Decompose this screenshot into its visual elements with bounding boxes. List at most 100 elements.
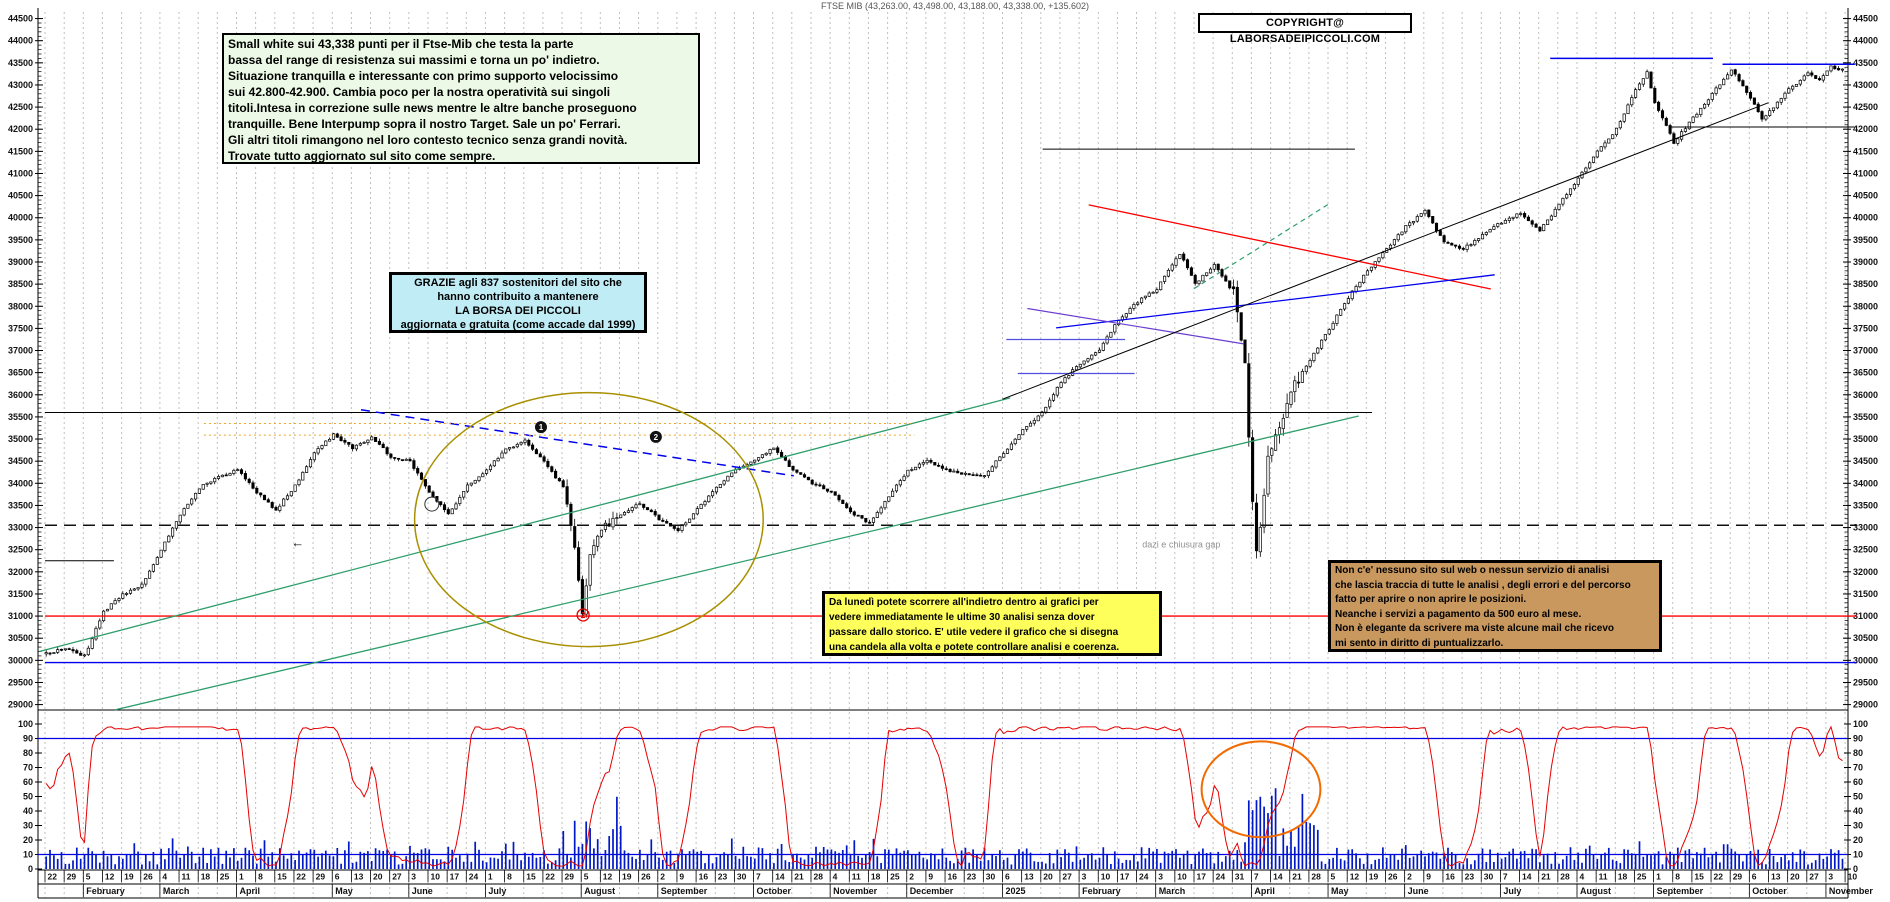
svg-text:42000: 42000 xyxy=(1853,124,1878,134)
svg-text:27: 27 xyxy=(1062,872,1072,882)
svg-text:February: February xyxy=(86,886,125,896)
svg-text:41500: 41500 xyxy=(1853,146,1878,156)
blue-dashed-falling xyxy=(360,409,794,477)
svg-text:10: 10 xyxy=(1101,872,1111,882)
svg-text:March: March xyxy=(163,886,190,896)
svg-text:May: May xyxy=(335,886,353,896)
svg-text:35000: 35000 xyxy=(1853,434,1878,444)
svg-text:9: 9 xyxy=(679,872,684,882)
svg-text:70: 70 xyxy=(1853,763,1863,773)
svg-text:37500: 37500 xyxy=(1853,323,1878,333)
svg-text:24: 24 xyxy=(1216,872,1226,882)
svg-text:9: 9 xyxy=(928,872,933,882)
svg-text:September: September xyxy=(1657,886,1704,896)
svg-text:39500: 39500 xyxy=(1853,235,1878,245)
open-circle-marker xyxy=(424,496,440,512)
svg-text:31500: 31500 xyxy=(8,589,33,599)
svg-text:20: 20 xyxy=(1790,872,1800,882)
svg-text:39500: 39500 xyxy=(8,235,33,245)
svg-text:10: 10 xyxy=(23,850,33,860)
black-rising-trendline xyxy=(1002,102,1769,400)
svg-text:12: 12 xyxy=(105,872,115,882)
svg-text:21: 21 xyxy=(794,872,804,882)
svg-text:27: 27 xyxy=(1809,872,1819,882)
svg-text:8: 8 xyxy=(507,872,512,882)
svg-text:23: 23 xyxy=(967,872,977,882)
svg-text:8: 8 xyxy=(1675,872,1680,882)
svg-text:28: 28 xyxy=(1560,872,1570,882)
svg-text:1: 1 xyxy=(239,872,244,882)
red-falling-trendline xyxy=(1088,204,1491,290)
svg-text:11: 11 xyxy=(182,872,191,882)
svg-text:23: 23 xyxy=(718,872,728,882)
green-trendline-steep xyxy=(39,397,1011,653)
svg-text:80: 80 xyxy=(23,748,33,758)
svg-text:26: 26 xyxy=(143,872,153,882)
svg-text:May: May xyxy=(1331,886,1349,896)
svg-text:6: 6 xyxy=(1005,872,1010,882)
svg-text:August: August xyxy=(1580,886,1611,896)
svg-text:19: 19 xyxy=(124,872,134,882)
svg-text:32000: 32000 xyxy=(8,567,33,577)
svg-text:30000: 30000 xyxy=(1853,655,1878,665)
svg-text:44500: 44500 xyxy=(1853,14,1878,24)
svg-text:July: July xyxy=(488,886,506,896)
svg-text:18: 18 xyxy=(201,872,211,882)
svg-text:8: 8 xyxy=(258,872,263,882)
svg-text:31500: 31500 xyxy=(1853,589,1878,599)
chart-markers: 1 2 2 ← xyxy=(291,421,662,622)
svg-text:30: 30 xyxy=(1484,872,1494,882)
svg-text:30500: 30500 xyxy=(8,633,33,643)
svg-text:40: 40 xyxy=(23,806,33,816)
svg-text:October: October xyxy=(757,886,792,896)
svg-text:October: October xyxy=(1752,886,1787,896)
svg-text:100: 100 xyxy=(1853,719,1868,729)
green-trendline-long xyxy=(114,415,1359,711)
svg-text:32500: 32500 xyxy=(1853,545,1878,555)
svg-text:4: 4 xyxy=(162,872,167,882)
svg-text:35500: 35500 xyxy=(1853,412,1878,422)
svg-text:29000: 29000 xyxy=(1853,700,1878,710)
svg-text:15: 15 xyxy=(1694,872,1704,882)
svg-text:2: 2 xyxy=(660,872,665,882)
svg-text:1: 1 xyxy=(1656,872,1661,882)
svg-text:20: 20 xyxy=(23,835,33,845)
svg-text:20: 20 xyxy=(1043,872,1053,882)
svg-text:22: 22 xyxy=(545,872,555,882)
svg-text:30: 30 xyxy=(986,872,996,882)
svg-text:11: 11 xyxy=(852,872,861,882)
svg-text:3: 3 xyxy=(411,872,416,882)
svg-text:34000: 34000 xyxy=(8,478,33,488)
svg-text:9: 9 xyxy=(1426,872,1431,882)
month-axis-labels: February March April May June July August Septe… xyxy=(82,884,1873,897)
svg-text:44000: 44000 xyxy=(8,36,33,46)
svg-text:29500: 29500 xyxy=(1853,678,1878,688)
svg-text:August: August xyxy=(584,886,615,896)
svg-text:20: 20 xyxy=(373,872,383,882)
svg-text:10: 10 xyxy=(1848,872,1858,882)
svg-text:31: 31 xyxy=(1235,872,1245,882)
svg-text:13: 13 xyxy=(1771,872,1781,882)
svg-text:24: 24 xyxy=(469,872,479,882)
svg-text:34500: 34500 xyxy=(8,456,33,466)
svg-text:September: September xyxy=(661,886,708,896)
svg-text:36000: 36000 xyxy=(1853,390,1878,400)
svg-text:14: 14 xyxy=(1522,872,1532,882)
svg-text:17: 17 xyxy=(1197,872,1207,882)
oscillator-axis: 0 0 10 10 20 20 30 30 40 40 50 50 60 60 70 70 80 80 90 90 10… xyxy=(18,719,1868,874)
svg-text:37000: 37000 xyxy=(1853,346,1878,356)
svg-text:3: 3 xyxy=(1082,872,1087,882)
svg-text:4: 4 xyxy=(1580,872,1585,882)
svg-text:29: 29 xyxy=(316,872,326,882)
svg-text:38000: 38000 xyxy=(1853,301,1878,311)
svg-text:7: 7 xyxy=(1254,872,1259,882)
svg-text:39000: 39000 xyxy=(1853,257,1878,267)
svg-text:37000: 37000 xyxy=(8,346,33,356)
svg-text:21: 21 xyxy=(1541,872,1551,882)
svg-text:32500: 32500 xyxy=(8,545,33,555)
svg-text:7: 7 xyxy=(756,872,761,882)
svg-text:30000: 30000 xyxy=(8,655,33,665)
svg-text:40500: 40500 xyxy=(8,191,33,201)
svg-text:40500: 40500 xyxy=(1853,191,1878,201)
consolidation-ellipse xyxy=(413,391,764,648)
